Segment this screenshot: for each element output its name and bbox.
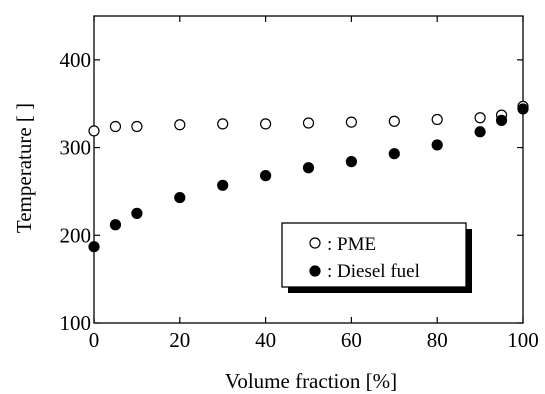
diesel-point: [495, 114, 508, 126]
legend: : PME : Diesel fuel: [281, 222, 472, 293]
pme-point: [109, 120, 122, 133]
diesel-point: [88, 241, 100, 253]
x-tick-labels: 0 20 40 60 80 100: [89, 328, 539, 352]
legend-label-diesel: : Diesel fuel: [327, 261, 420, 282]
y-tick-label: 200: [60, 223, 92, 247]
legend-marker-diesel: [309, 265, 321, 277]
pme-point: [302, 117, 315, 129]
x-tick-label: 80: [427, 328, 448, 352]
legend-label-pme: : PME: [327, 234, 376, 255]
diesel-point: [302, 162, 315, 174]
y-axis-title: Temperature [ ]: [12, 103, 36, 233]
tick-marks: [93, 16, 524, 324]
diesel-point: [109, 219, 122, 231]
plot-frame: [93, 15, 524, 324]
x-tick-label: 100: [507, 328, 539, 352]
pme-point: [388, 115, 400, 127]
legend-box: [281, 222, 467, 288]
x-tick-label: 40: [255, 328, 276, 352]
pme-point: [474, 112, 486, 124]
pme-point: [131, 120, 143, 133]
pme-point: [431, 113, 443, 126]
diesel-point: [174, 191, 186, 204]
diesel-point: [131, 207, 143, 219]
diesel-point: [388, 148, 400, 160]
pme-point: [260, 118, 272, 130]
diesel-point: [345, 156, 357, 168]
x-axis-title: Volume fraction [%]: [225, 369, 397, 393]
data-points: [88, 100, 529, 253]
x-tick-label: 60: [341, 328, 362, 352]
y-tick-label: 100: [60, 311, 92, 335]
diesel-point: [517, 103, 529, 115]
pme-point: [217, 118, 229, 130]
x-tick-label: 0: [89, 328, 100, 352]
legend-marker-pme: [309, 237, 321, 249]
x-tick-label: 20: [169, 328, 190, 352]
diesel-point: [474, 126, 486, 138]
y-tick-label: 400: [60, 48, 92, 72]
pme-point: [88, 125, 100, 137]
diesel-point: [260, 170, 272, 182]
y-tick-label: 300: [60, 136, 92, 160]
diesel-point: [217, 179, 229, 191]
pme-point: [345, 116, 357, 128]
diesel-point: [431, 139, 443, 151]
pme-point: [174, 119, 186, 131]
y-tick-labels: 100 200 300 400: [60, 48, 92, 335]
